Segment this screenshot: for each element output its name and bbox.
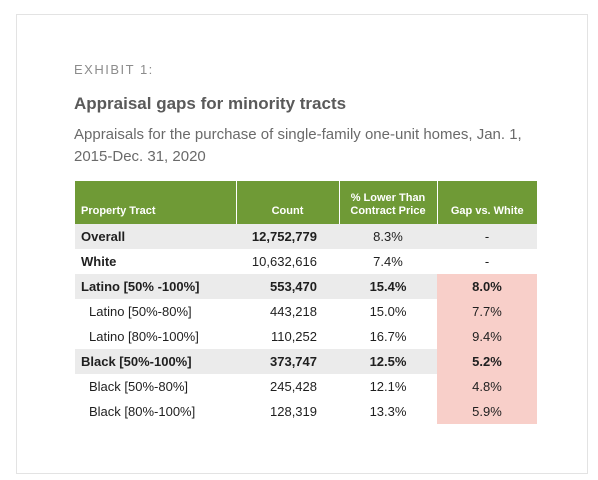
row-gap: 7.7% — [437, 299, 537, 324]
row-pct-lower: 13.3% — [369, 404, 407, 419]
row-gap: 8.0% — [437, 274, 537, 299]
row-count: 245,428 — [270, 379, 317, 394]
exhibit-subtitle: Appraisals for the purchase of single-fa… — [74, 126, 522, 165]
table-row: Latino [80%-100%] 110,252 16.7% 9.4% — [75, 324, 537, 349]
row-count: 553,470 — [270, 279, 317, 294]
exhibit-title: Appraisal gaps for minority tracts — [74, 94, 347, 113]
row-count: 10,632,616 — [251, 254, 317, 269]
header-property-tract: Property Tract — [81, 205, 156, 217]
appraisal-gap-table: Property Tract Count % Lower Than Contra… — [75, 181, 537, 424]
row-pct-lower: 16.7% — [369, 329, 407, 344]
row-gap: - — [484, 229, 490, 244]
table-row: Black [50%-80%] 245,428 12.1% 4.8% — [75, 374, 537, 399]
row-tract: Black [50%-100%] — [81, 354, 192, 369]
row-gap: 5.2% — [437, 349, 537, 374]
header-gap-vs-white: Gap vs. White — [436, 181, 537, 224]
row-pct-lower: 12.1% — [369, 379, 407, 394]
row-tract: Overall — [81, 229, 126, 244]
header-count: Count — [235, 181, 339, 224]
table-row: Black [50%-100%] 373,747 12.5% 5.2% — [75, 349, 537, 374]
row-gap: - — [484, 254, 490, 269]
row-pct-lower: 12.5% — [369, 354, 407, 369]
row-count: 12,752,779 — [251, 229, 317, 244]
row-pct-lower: 15.4% — [369, 279, 407, 294]
row-gap: 4.8% — [437, 374, 537, 399]
row-pct-lower: 7.4% — [373, 254, 403, 269]
row-count: 373,747 — [270, 354, 317, 369]
row-count: 128,319 — [270, 404, 317, 419]
header-pct-lower: % Lower Than Contract Price — [338, 181, 437, 224]
table-row: Latino [50% -100%] 553,470 15.4% 8.0% — [75, 274, 537, 299]
row-tract: Latino [50%-80%] — [89, 304, 192, 319]
table-row: Latino [50%-80%] 443,218 15.0% 7.7% — [75, 299, 537, 324]
row-pct-lower: 15.0% — [369, 304, 407, 319]
row-gap: 5.9% — [437, 399, 537, 424]
row-tract: Black [80%-100%] — [89, 404, 196, 419]
table-row: Overall 12,752,779 8.3% - — [75, 224, 537, 249]
row-gap: 9.4% — [437, 324, 537, 349]
row-tract: Black [50%-80%] — [89, 379, 188, 394]
row-pct-lower: 8.3% — [373, 229, 403, 244]
table-row: White 10,632,616 7.4% - — [75, 249, 537, 274]
row-tract: Latino [50% -100%] — [81, 279, 200, 294]
row-count: 443,218 — [270, 304, 317, 319]
row-count: 110,252 — [270, 329, 317, 344]
row-tract: White — [81, 254, 117, 269]
table-header-row: Property Tract Count % Lower Than Contra… — [75, 181, 537, 224]
row-tract: Latino [80%-100%] — [89, 329, 199, 344]
table-row: Black [80%-100%] 128,319 13.3% 5.9% — [75, 399, 537, 424]
exhibit-label: EXHIBIT 1: — [74, 62, 154, 77]
